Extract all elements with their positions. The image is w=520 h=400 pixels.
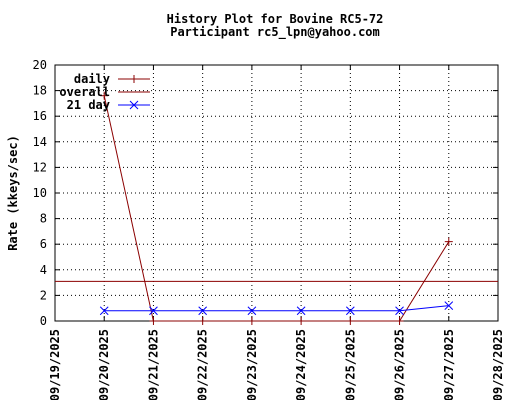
y-axis: 0 2 4 6 8 10 12 14 16 18 20 [33, 58, 498, 328]
series-line-21-day [104, 305, 449, 312]
legend-label: daily [74, 72, 110, 86]
chart-title: History Plot for Bovine RC5-72 [167, 12, 384, 26]
legend-label: 21 day [67, 98, 110, 112]
marker-x [247, 306, 257, 316]
x-tick-label: 09/26/2025 [393, 329, 407, 400]
y-tick-label: 8 [40, 212, 47, 226]
y-tick-label: 18 [33, 84, 47, 98]
y-tick-label: 12 [33, 160, 47, 174]
marker-x [198, 306, 208, 316]
x-tick-label: 09/20/2025 [97, 329, 111, 400]
y-tick-label: 4 [40, 263, 47, 277]
chart-subtitle: Participant rc5_lpn@yahoo.com [170, 25, 380, 40]
y-tick-label: 0 [40, 314, 47, 328]
y-tick-label: 16 [33, 109, 47, 123]
y-tick-label: 10 [33, 186, 47, 200]
series-line-daily [103, 95, 450, 322]
x-tick-label: 09/28/2025 [491, 329, 505, 400]
marker-x [395, 306, 404, 316]
legend-label: overall [59, 85, 110, 99]
marker-x [444, 301, 454, 310]
x-tick-label: 09/24/2025 [294, 329, 308, 400]
marker-x [129, 100, 139, 110]
y-tick-label: 6 [40, 237, 47, 251]
x-axis: 09/19/2025 09/20/2025 09/21/2025 09/22/2025… [48, 65, 505, 400]
marker-x [99, 306, 109, 316]
x-tick-label: 09/23/2025 [245, 329, 259, 400]
y-tick-label: 14 [33, 135, 47, 149]
y-tick-label: 2 [40, 288, 47, 302]
x-tick-label: 09/25/2025 [343, 329, 357, 400]
marker-x [296, 306, 306, 316]
y-axis-label: Rate (kkeys/sec) [6, 135, 20, 251]
x-tick-label: 09/22/2025 [196, 329, 210, 400]
plot-series [55, 91, 498, 325]
x-tick-label: 09/19/2025 [48, 329, 62, 400]
x-tick-label: 09/21/2025 [146, 329, 160, 400]
y-tick-label: 20 [33, 58, 47, 72]
marker-x [345, 306, 355, 316]
grid [55, 65, 498, 321]
marker-x [149, 306, 158, 316]
x-tick-label: 09/27/2025 [442, 329, 456, 400]
